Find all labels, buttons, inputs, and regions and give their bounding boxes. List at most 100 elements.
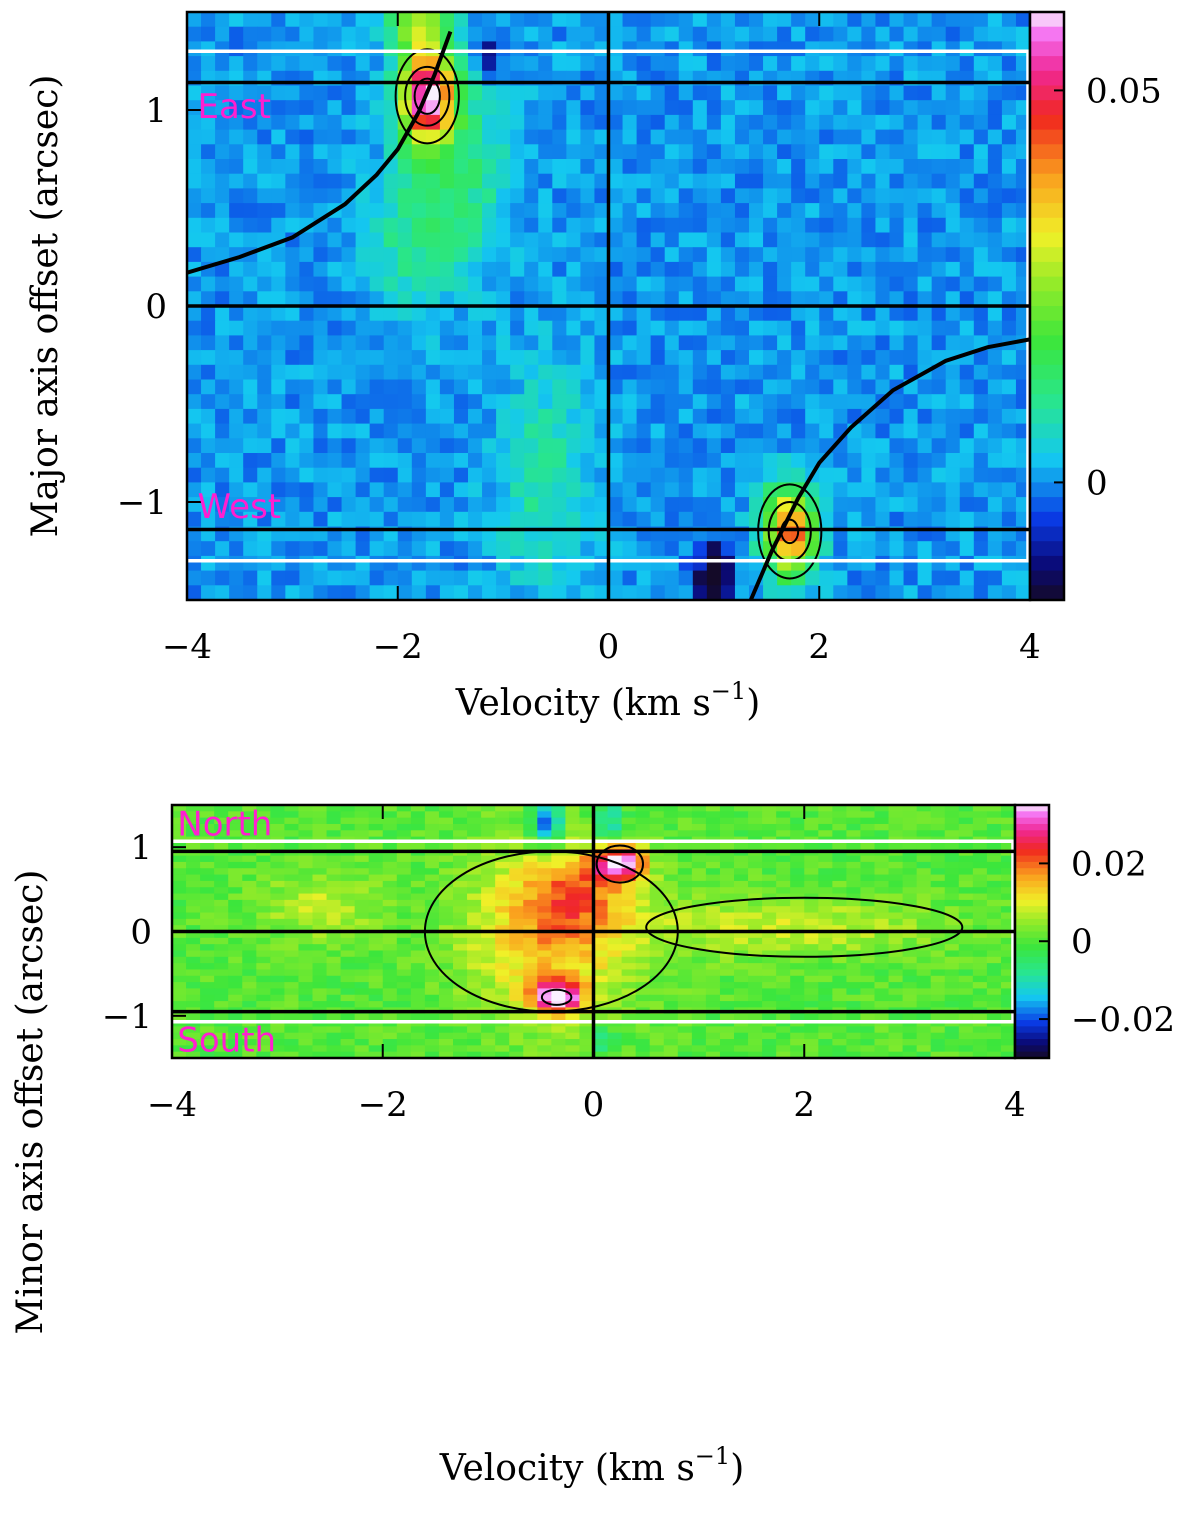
heatmap-cell [874,893,890,901]
heatmap-cell [214,880,229,888]
x-tick-label: −4 [147,1085,197,1125]
heatmap-cell [917,335,933,351]
heatmap-cell [860,925,876,933]
heatmap-cell [523,950,538,958]
heatmap-cell [551,969,566,977]
heatmap-cell [705,868,721,876]
heatmap-cell [1000,937,1016,945]
heatmap-cell [973,247,989,263]
heatmap-cell [973,306,989,322]
heatmap-cell [622,585,638,600]
heatmap-cell [931,541,947,557]
heatmap-cell [510,173,525,189]
heatmap-cell [959,291,975,307]
heatmap-cell [705,887,721,895]
heatmap-cell [734,817,749,825]
heatmap-cell [1001,555,1017,572]
heatmap-cell [424,994,440,1002]
heatmap-cell [678,232,694,248]
heatmap-cell [369,438,385,454]
heatmap-cell [691,969,707,977]
heatmap-cell [861,188,877,204]
heatmap-cell [959,100,975,116]
heatmap-cell [439,364,455,381]
heatmap-cell [496,511,511,528]
heatmap-cell [368,1051,384,1059]
heatmap-cell [776,925,791,933]
heatmap-cell [285,12,300,28]
heatmap-cell [524,41,539,57]
heatmap-cell [256,956,271,964]
heatmap-cell [425,497,441,513]
heatmap-cell [382,918,398,926]
heatmap-cell [720,85,736,101]
heatmap-cell [439,379,455,395]
heatmap-cell [986,1001,1002,1008]
heatmap-cell [720,438,736,454]
heatmap-cell [748,817,763,825]
heatmap-cell [298,899,314,907]
heatmap-cell [691,855,707,863]
heatmap-cell [383,364,399,381]
heatmap-cell [538,511,553,528]
heatmap-cell [594,335,610,351]
heatmap-cell [819,85,834,101]
heatmap-cell [285,114,300,131]
heatmap-cell [257,41,272,57]
heatmap-cell [987,247,1003,263]
heatmap-cell [551,937,566,945]
heatmap-cell [495,944,510,952]
heatmap-cell [818,1032,833,1040]
heatmap-cell [228,861,243,869]
heatmap-cell [1001,203,1017,219]
heatmap-cell [875,217,891,234]
heatmap-cell [355,482,371,498]
heatmap-cell [777,144,792,160]
heatmap-cell [945,203,961,219]
heatmap-cell [593,868,609,876]
heatmap-cell [256,969,271,977]
heatmap-cell [986,982,1002,990]
heatmap-cell [340,1013,356,1021]
heatmap-cell [1001,482,1017,498]
heatmap-cell [298,950,314,958]
heatmap-cell [762,1013,777,1021]
heatmap-cell [201,100,216,116]
heatmap-cell [341,129,357,145]
heatmap-cell [270,912,285,920]
heatmap-cell [411,247,427,263]
heatmap-cell [749,320,764,336]
heatmap-cell [341,261,357,278]
heatmap-cell [566,100,581,116]
heatmap-cell [438,975,454,983]
heatmap-cell [453,805,468,812]
heatmap-cell [763,114,778,131]
heatmap-cell [972,925,988,933]
heatmap-cell [762,893,777,901]
heatmap-cell [706,203,722,219]
heatmap-cell [705,1001,721,1008]
heatmap-cell [734,811,749,819]
heatmap-cell [186,912,201,920]
heatmap-cell [958,1026,974,1034]
heatmap-cell [903,570,919,586]
heatmap-cell [368,830,384,838]
heatmap-cell [214,988,229,996]
heatmap-cell [368,861,384,869]
heatmap-cell [453,438,469,454]
heatmap-cell [495,1039,510,1046]
heatmap-cell [805,12,820,28]
heatmap-cell [481,975,496,983]
heatmap-cell [200,811,215,819]
heatmap-cell [468,188,483,204]
heatmap-cell [763,26,778,42]
heatmap-cell [566,144,581,160]
heatmap-cell [1000,817,1016,825]
heatmap-cell [509,994,524,1002]
heatmap-cell [566,394,581,410]
heatmap-cell [833,555,848,572]
colorbar-segment [1030,541,1064,557]
heatmap-cell [383,261,399,278]
heatmap-cell [607,925,623,933]
heatmap-cell [496,320,511,336]
